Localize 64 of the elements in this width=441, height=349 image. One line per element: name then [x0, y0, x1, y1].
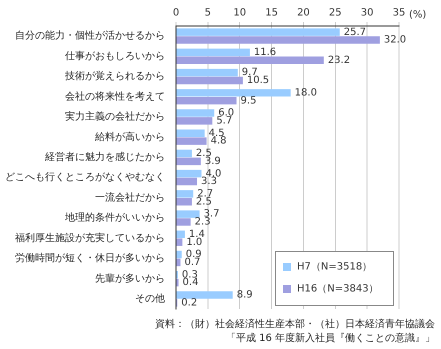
bar	[176, 238, 182, 246]
data-label: 25.7	[344, 26, 366, 38]
x-tick-label: 0	[172, 8, 180, 19]
bar	[176, 129, 205, 137]
legend-label: H7（N=3518）	[297, 262, 372, 273]
y-tick-label: どこへも行くところがなくやむなく	[5, 172, 165, 184]
y-tick-label: その他	[135, 292, 165, 304]
data-label: 0.2	[181, 297, 198, 308]
bar	[176, 76, 243, 84]
data-label: 9.5	[240, 95, 256, 106]
y-tick-label: 仕事がおもしろいから	[65, 50, 165, 62]
data-label: 1.0	[186, 236, 202, 248]
y-tick-label: 先輩が多いから	[95, 272, 165, 284]
bar	[176, 48, 250, 56]
data-label: 0.4	[182, 277, 198, 288]
bar	[176, 109, 214, 117]
bar	[176, 210, 200, 218]
y-tick-label: 地理的条件がいいから	[64, 212, 165, 224]
data-label: 32.0	[384, 34, 406, 46]
y-tick-label: 労働時間が短く・休日が多いから	[15, 252, 165, 264]
bar	[176, 230, 185, 238]
text: 「平成 16 年度新入社員『働くことの意識』」	[224, 332, 435, 346]
bar	[176, 170, 202, 178]
data-label: 23.2	[328, 54, 350, 66]
bar	[176, 117, 212, 125]
bar	[176, 218, 191, 226]
y-tick-label: 技術が覚えられるから	[64, 70, 165, 82]
bar	[176, 178, 198, 186]
bar	[176, 68, 238, 76]
bar	[176, 137, 207, 145]
data-label: 3.3	[201, 176, 217, 188]
y-tick-label: 給料が高いから	[94, 130, 165, 143]
data-label: 2.5	[196, 196, 212, 208]
x-tick-label: 5	[204, 8, 212, 19]
bar	[176, 190, 194, 198]
bar	[176, 28, 340, 36]
y-tick-label: 実力主義の会社だから	[65, 110, 165, 123]
bar	[176, 158, 201, 166]
bar	[176, 291, 233, 299]
x-tick-label: 30	[360, 8, 374, 19]
x-tick-label: 25	[328, 8, 342, 19]
x-tick-label: 35	[392, 8, 406, 19]
bar	[176, 56, 324, 64]
bar	[176, 89, 291, 97]
bar	[176, 250, 182, 258]
bar	[176, 258, 180, 266]
bar	[176, 198, 192, 206]
y-tick-label: 経営者に魅力を感じたから	[44, 150, 165, 163]
y-tick-label: 会社の将来性を考えて	[65, 90, 165, 102]
x-tick-label: 20	[297, 8, 310, 19]
y-tick-label: 福利厚生施設が充実しているから	[15, 232, 165, 244]
legend-label: H16（N=3843）	[297, 284, 379, 295]
bar	[176, 96, 237, 104]
x-tick-label: 15	[265, 8, 278, 19]
y-tick-label: 自分の能力・個性が活かせるから	[15, 30, 165, 42]
data-label: 18.0	[294, 87, 317, 98]
bar	[176, 150, 192, 158]
data-label: 8.9	[236, 290, 253, 301]
y-tick-label: 一流会社だから	[95, 191, 165, 204]
data-label: 11.6	[254, 46, 276, 58]
x-tick-label: 10	[233, 8, 246, 19]
text: 資料：（財）社会経済性生産本部・（社）日本経済青年協議会	[154, 318, 435, 332]
bar	[176, 36, 380, 44]
x-axis-title: (%)	[409, 10, 426, 21]
